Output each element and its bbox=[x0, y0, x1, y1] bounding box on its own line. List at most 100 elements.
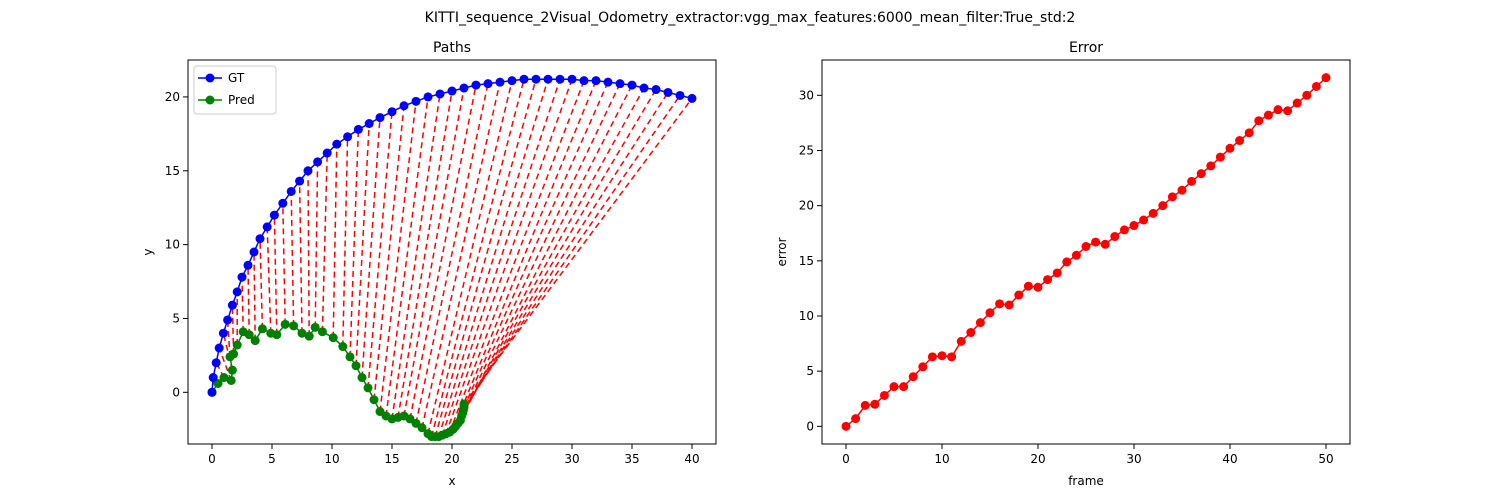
gt-point bbox=[471, 80, 481, 90]
gt-point bbox=[343, 132, 353, 142]
pred-point bbox=[417, 423, 427, 433]
error-point bbox=[1071, 250, 1081, 260]
gt-point bbox=[286, 186, 296, 196]
pred-point bbox=[250, 336, 260, 346]
correspondence-line bbox=[241, 277, 244, 332]
error-ytick-label: 0 bbox=[806, 419, 814, 433]
pred-point bbox=[317, 327, 327, 337]
gt-point bbox=[627, 80, 637, 90]
error-point bbox=[1283, 106, 1293, 116]
gt-point bbox=[269, 210, 279, 220]
gt-point bbox=[303, 166, 313, 176]
error-point bbox=[879, 390, 889, 400]
error-point bbox=[908, 372, 918, 382]
figure-suptitle: KITTI_sequence_2Visual_Odometry_extracto… bbox=[425, 10, 1076, 26]
error-point bbox=[1273, 105, 1283, 115]
error-point bbox=[1225, 143, 1235, 153]
correspondence-line bbox=[231, 305, 235, 354]
error-xtick-label: 30 bbox=[1126, 452, 1141, 466]
gt-point bbox=[208, 373, 218, 383]
error-point bbox=[1206, 161, 1216, 171]
error-ytick-label: 15 bbox=[799, 254, 814, 268]
error-point bbox=[1110, 232, 1120, 242]
gt-point bbox=[675, 90, 685, 100]
paths-ytick-label: 0 bbox=[172, 385, 180, 399]
error-point bbox=[1139, 215, 1149, 225]
error-point bbox=[1023, 281, 1033, 291]
gt-point bbox=[531, 74, 541, 84]
gt-point bbox=[218, 328, 228, 338]
paths-xtick-label: 40 bbox=[684, 452, 699, 466]
error-point bbox=[927, 352, 937, 362]
legend-gt-marker bbox=[205, 73, 215, 83]
gt-point bbox=[278, 198, 288, 208]
pred-point bbox=[351, 361, 361, 371]
correspondence-line bbox=[259, 238, 264, 329]
gt-point bbox=[223, 315, 233, 325]
correspondence-line bbox=[445, 78, 573, 434]
gt-point bbox=[651, 85, 661, 95]
correspondence-line bbox=[266, 226, 272, 334]
correspondence-line bbox=[222, 333, 234, 371]
pred-point bbox=[280, 319, 290, 329]
error-ytick-label: 5 bbox=[806, 364, 814, 378]
correspondence-line bbox=[403, 87, 465, 417]
gt-point bbox=[579, 76, 589, 86]
error-point bbox=[1062, 257, 1072, 267]
pred-point bbox=[338, 342, 348, 352]
paths-chart: Paths x y 0 5 10 15 20 25 30 35 40 0 5 10 15 20 GT Pr… bbox=[141, 40, 717, 488]
pred-point bbox=[219, 373, 229, 383]
error-ytick-label: 25 bbox=[799, 143, 814, 157]
legend-pred-label: Pred bbox=[228, 93, 255, 107]
correspondence-line bbox=[427, 80, 513, 434]
gt-point bbox=[211, 358, 221, 368]
gt-point bbox=[243, 260, 253, 270]
pred-point bbox=[328, 333, 338, 343]
error-point bbox=[995, 299, 1005, 309]
correspondence-line bbox=[282, 203, 286, 325]
error-point bbox=[1244, 128, 1254, 138]
gt-point bbox=[543, 74, 553, 84]
correspondence-line bbox=[367, 111, 393, 388]
gt-point bbox=[567, 74, 577, 84]
error-point bbox=[1033, 282, 1043, 292]
error-xtick-label: 40 bbox=[1222, 452, 1237, 466]
paths-ticks: 0 5 10 15 20 25 30 35 40 0 5 10 15 20 bbox=[165, 90, 700, 466]
error-ytick-label: 30 bbox=[799, 88, 814, 102]
error-chart: Error frame error 0 10 20 30 40 50 0 5 10 15 20 25 3… bbox=[775, 40, 1351, 488]
pred-point bbox=[289, 321, 299, 331]
gt-point bbox=[295, 176, 305, 186]
gt-point bbox=[332, 139, 342, 149]
paths-ytick-label: 5 bbox=[172, 311, 180, 325]
correspondence-line bbox=[349, 129, 360, 357]
error-point bbox=[1263, 110, 1273, 120]
error-point bbox=[918, 362, 928, 372]
correspondence-line bbox=[415, 83, 489, 424]
error-line bbox=[845, 77, 1327, 427]
correspondence-line bbox=[321, 153, 328, 332]
gt-point bbox=[214, 343, 224, 353]
error-point bbox=[1311, 81, 1321, 91]
error-axes-frame bbox=[821, 59, 1351, 445]
error-point bbox=[1129, 221, 1139, 231]
gt-point bbox=[639, 83, 649, 93]
paths-xtick-label: 15 bbox=[384, 452, 399, 466]
gt-point bbox=[207, 387, 217, 397]
pred-line bbox=[211, 323, 465, 438]
paths-xlabel: x bbox=[448, 474, 455, 488]
gt-point bbox=[519, 74, 529, 84]
paths-legend: GT Pred bbox=[193, 65, 277, 115]
correspondence-line bbox=[273, 215, 278, 335]
error-point bbox=[1148, 208, 1158, 218]
paths-title: Paths bbox=[433, 40, 471, 56]
error-xtick-label: 50 bbox=[1318, 452, 1333, 466]
correspondence-line bbox=[463, 97, 693, 405]
error-point bbox=[1100, 239, 1110, 249]
paths-xtick-label: 0 bbox=[208, 452, 216, 466]
error-point bbox=[1292, 98, 1302, 108]
error-series bbox=[841, 73, 1331, 431]
paths-ytick-label: 20 bbox=[165, 90, 180, 104]
error-point bbox=[1004, 300, 1014, 310]
error-point bbox=[1091, 237, 1101, 247]
